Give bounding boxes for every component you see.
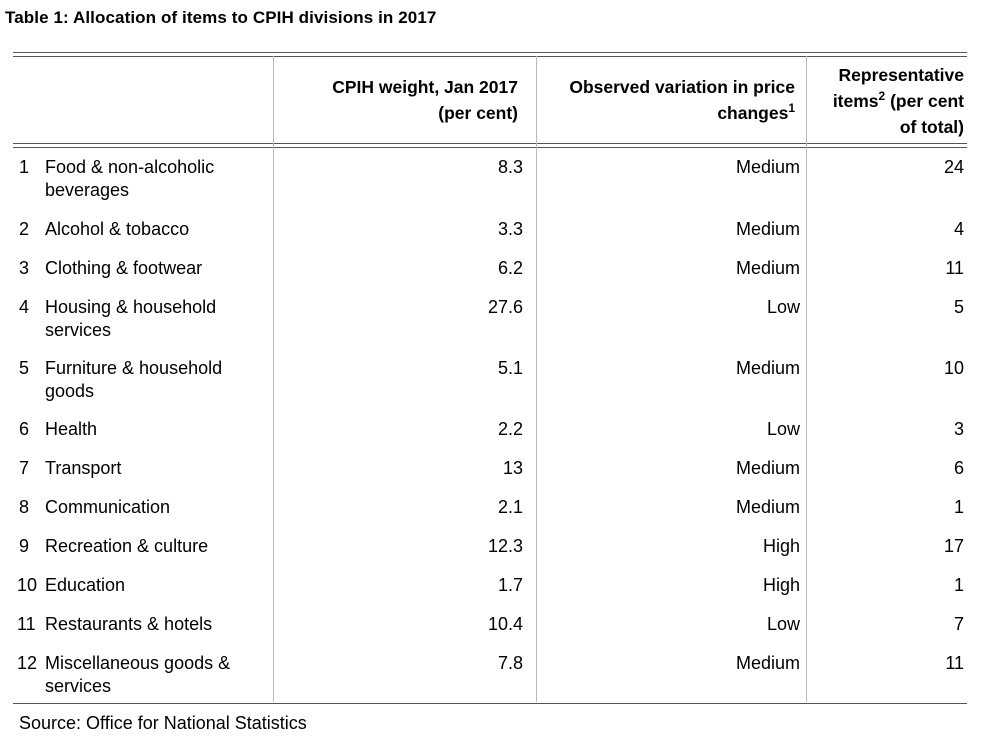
cpih-weight-value: 27.6 (487, 297, 523, 317)
division-number: 8 (19, 497, 30, 517)
price-variation-value: Medium (735, 653, 800, 673)
price-variation-value: Medium (735, 458, 800, 478)
price-variation-value: Medium (735, 157, 800, 177)
column-separator-2 (536, 56, 537, 702)
header-observed-variation: Observed variation in price changes1 (569, 74, 795, 126)
header-rep-line3: of total) (899, 117, 964, 137)
division-number: 11 (17, 614, 36, 634)
cpih-weight-value: 5.1 (497, 358, 523, 378)
division-label: Miscellaneous goods & services (45, 653, 231, 696)
price-variation-value: Medium (735, 258, 800, 278)
header-cpih-weight-line1: CPIH weight, Jan 2017 (332, 77, 518, 97)
representative-items-value: 11 (945, 258, 964, 278)
division-label: Alcohol & tobacco (45, 219, 190, 239)
column-separator-1 (273, 56, 274, 702)
price-variation-value: Medium (735, 219, 800, 239)
header-cpih-weight-line2: (per cent) (438, 103, 518, 123)
representative-items-value: 7 (953, 614, 964, 634)
representative-items-value: 1 (953, 497, 964, 517)
header-rule (13, 143, 967, 148)
footnote-marker-1: 1 (788, 101, 795, 116)
division-number: 7 (19, 458, 30, 478)
footnote-marker-2: 2 (878, 89, 886, 104)
header-rep-line2: items2 (per cent (832, 89, 964, 111)
representative-items-value: 5 (953, 297, 964, 317)
column-separator-3 (806, 56, 807, 702)
cpih-weight-value: 2.2 (497, 419, 523, 439)
division-number: 4 (19, 297, 30, 317)
price-variation-value: Low (766, 614, 800, 634)
price-variation-value: High (762, 536, 800, 556)
division-number: 10 (17, 575, 38, 595)
division-label: Transport (45, 458, 122, 478)
header-cpih-weight: CPIH weight, Jan 2017 (per cent) (332, 74, 518, 126)
division-number: 12 (17, 653, 38, 673)
cpih-weight-value: 12.3 (487, 536, 523, 556)
representative-items-value: 4 (953, 219, 964, 239)
header-rep-line1: Representative (838, 65, 964, 85)
cpih-weight-value: 13 (502, 458, 523, 478)
division-label: Housing & household services (45, 297, 217, 340)
representative-items-value: 17 (943, 536, 964, 556)
cpih-weight-value: 10.4 (487, 614, 523, 634)
price-variation-value: Low (766, 297, 800, 317)
division-number: 2 (19, 219, 30, 239)
representative-items-value: 1 (953, 575, 964, 595)
source-note: Source: Office for National Statistics (19, 713, 307, 733)
division-label: Restaurants & hotels (45, 614, 213, 634)
division-label: Health (45, 419, 98, 439)
division-label: Clothing & footwear (45, 258, 203, 278)
division-number: 3 (19, 258, 30, 278)
cpih-weight-value: 1.7 (497, 575, 523, 595)
price-variation-value: Medium (735, 497, 800, 517)
division-label: Education (45, 575, 126, 595)
division-number: 1 (19, 157, 30, 177)
header-representative-items: Representative items2 (per cent of total… (833, 62, 964, 140)
price-variation-value: High (762, 575, 800, 595)
division-label: Furniture & household goods (45, 358, 223, 401)
price-variation-value: Low (766, 419, 800, 439)
division-label: Recreation & culture (45, 536, 209, 556)
price-variation-value: Medium (735, 358, 800, 378)
division-label: Communication (45, 497, 171, 517)
bottom-rule (13, 703, 967, 704)
table-title: Table 1: Allocation of items to CPIH div… (5, 8, 437, 27)
cpih-weight-value: 7.8 (497, 653, 523, 673)
division-number: 5 (19, 358, 30, 378)
division-number: 6 (19, 419, 30, 439)
representative-items-value: 3 (953, 419, 964, 439)
representative-items-value: 6 (953, 458, 964, 478)
header-variation-line2: changes1 (717, 101, 795, 123)
cpih-weight-value: 8.3 (497, 157, 523, 177)
division-number: 9 (19, 536, 30, 556)
cpih-weight-value: 2.1 (497, 497, 523, 517)
representative-items-value: 24 (943, 157, 964, 177)
cpih-weight-value: 3.3 (497, 219, 523, 239)
representative-items-value: 10 (943, 358, 964, 378)
representative-items-value: 11 (945, 653, 964, 673)
top-rule (13, 52, 967, 57)
division-label: Food & non-alcoholic beverages (45, 157, 215, 200)
header-variation-line1: Observed variation in price (569, 77, 795, 97)
cpih-weight-value: 6.2 (497, 258, 523, 278)
